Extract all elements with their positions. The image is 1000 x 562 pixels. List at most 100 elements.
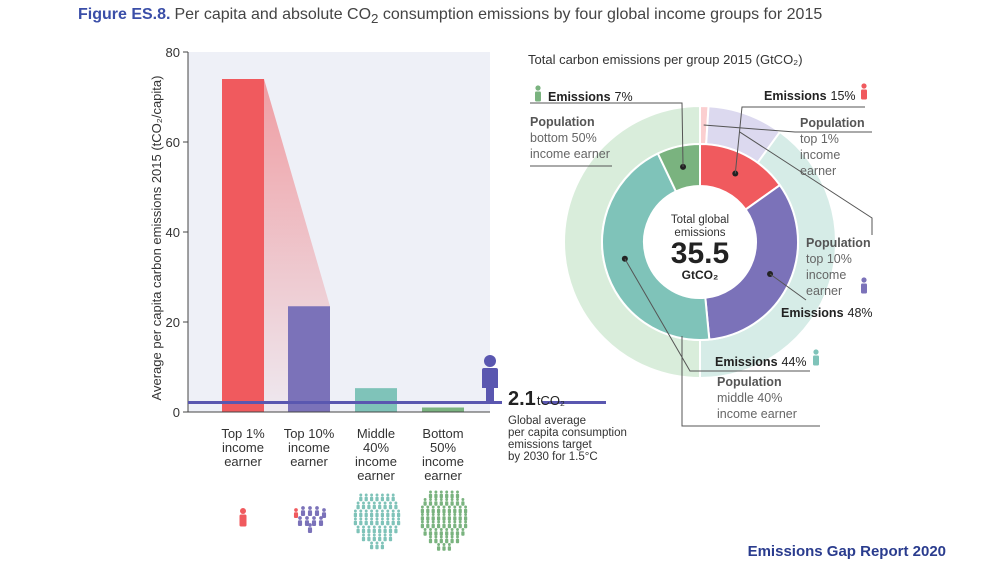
- person-dot-head: [380, 493, 384, 497]
- person-dot-body: [463, 516, 468, 521]
- person-dot-body: [353, 520, 358, 526]
- person-dot-body: [372, 504, 376, 510]
- person-dot-body: [364, 512, 368, 518]
- person-dot-body: [367, 536, 371, 542]
- person-dot-body: [450, 493, 454, 499]
- category-label: earner: [290, 454, 328, 469]
- person-dot-body: [359, 496, 363, 502]
- person-dot-head: [426, 520, 430, 524]
- person-dot-body: [434, 538, 438, 544]
- person-dot-head: [362, 501, 365, 505]
- center-label-line1: Total global: [671, 214, 729, 226]
- person-dot-body: [458, 523, 462, 529]
- population-label: Population: [717, 375, 782, 389]
- person-dot-body: [391, 520, 395, 526]
- person-dot-body: [420, 516, 425, 521]
- person-dot-body: [394, 504, 398, 510]
- person-dot-head: [315, 506, 319, 510]
- leader-line: [681, 336, 820, 427]
- category-label: Bottom: [422, 426, 463, 441]
- bar: [422, 407, 464, 412]
- y-tick-label: 20: [166, 315, 180, 330]
- emissions-label: Emissions 48%: [781, 306, 873, 320]
- person-dot-head: [439, 490, 443, 494]
- person-dot-head: [386, 509, 390, 513]
- person-dot-head: [394, 501, 398, 505]
- person-dot-body: [461, 501, 465, 506]
- leader-line: [530, 102, 684, 167]
- y-tick-label: 60: [166, 135, 180, 150]
- person-dot-head: [322, 508, 326, 512]
- person-dot-head: [389, 525, 392, 529]
- person-dot-body: [353, 512, 358, 518]
- emissions-segment: [704, 183, 799, 341]
- person-dot-body: [426, 508, 430, 514]
- person-dot-head: [356, 525, 360, 529]
- person-dot-head: [461, 498, 465, 501]
- person-dot-body: [304, 520, 310, 527]
- population-line: earner: [806, 284, 842, 298]
- person-dot-body: [426, 523, 430, 529]
- person-dot-body: [445, 493, 449, 499]
- emissions-label: Emissions 7%: [548, 90, 633, 104]
- person-dot-body: [367, 504, 371, 510]
- person-dot-head: [450, 490, 454, 494]
- figure-title-pre: Per capita and absolute CO: [174, 6, 372, 23]
- mini-person-head: [861, 277, 867, 283]
- person-dot-head: [308, 506, 312, 510]
- person-dot-head: [420, 520, 424, 524]
- person-dot-head: [439, 498, 443, 501]
- target-value-number: 2.1: [508, 388, 536, 410]
- category-label: income: [355, 454, 397, 469]
- person-dot-head: [423, 528, 427, 531]
- person-dot-head: [426, 513, 430, 516]
- emissions-label: Emissions 15%: [764, 89, 856, 103]
- person-dot-head: [380, 509, 384, 513]
- person-dot-body: [428, 531, 433, 536]
- person-dot-head: [434, 490, 438, 494]
- person-dot-body: [388, 504, 393, 510]
- bar: [288, 306, 330, 412]
- person-dot-head: [442, 543, 446, 546]
- person-dot-body: [436, 523, 441, 529]
- leader-line: [624, 258, 810, 372]
- person-dot-head: [464, 505, 468, 509]
- person-dot-body: [369, 544, 374, 550]
- person-dot-body: [455, 538, 460, 544]
- person-dot-head: [364, 493, 368, 497]
- person-dot-head: [364, 517, 368, 521]
- emissions-word: Emissions: [764, 89, 827, 103]
- emissions-value: 44%: [782, 355, 807, 369]
- person-dot-head: [450, 535, 454, 539]
- person-dot-head: [439, 535, 443, 539]
- person-dot-body: [375, 496, 379, 502]
- leader-line: [769, 273, 807, 301]
- person-dot-body: [361, 528, 366, 534]
- person-dot-head: [375, 493, 379, 497]
- person-dot-head: [370, 517, 374, 521]
- target-description-line: by 2030 for 1.5°C: [508, 451, 598, 463]
- person-dot-body: [383, 504, 387, 510]
- person-dot-body: [375, 544, 379, 550]
- person-dot-body: [383, 528, 387, 534]
- person-dot-body: [442, 516, 446, 521]
- figure-title: Figure ES.8. Per capita and absolute CO2 …: [78, 6, 822, 26]
- figure-title-sub: 2: [371, 11, 379, 27]
- people-icon-middle40: [353, 493, 401, 550]
- person-dot-head: [456, 490, 459, 494]
- population-line: income: [806, 268, 846, 282]
- category-label: income: [422, 454, 464, 469]
- person-dot-head: [391, 493, 395, 497]
- person-dot-body: [388, 536, 393, 542]
- person-dot-body: [356, 528, 360, 534]
- category-label: Top 10%: [284, 426, 335, 441]
- person-dot-body: [311, 520, 317, 527]
- person-dot-body: [447, 523, 452, 529]
- person-dot-head: [447, 520, 451, 524]
- person-dot-body: [396, 512, 401, 518]
- person-dot-body: [450, 501, 454, 506]
- person-dot-head: [442, 513, 446, 516]
- target-description-line: per capita consumption: [508, 427, 627, 439]
- person-dot-head: [420, 505, 424, 509]
- person-dot-head: [453, 505, 457, 509]
